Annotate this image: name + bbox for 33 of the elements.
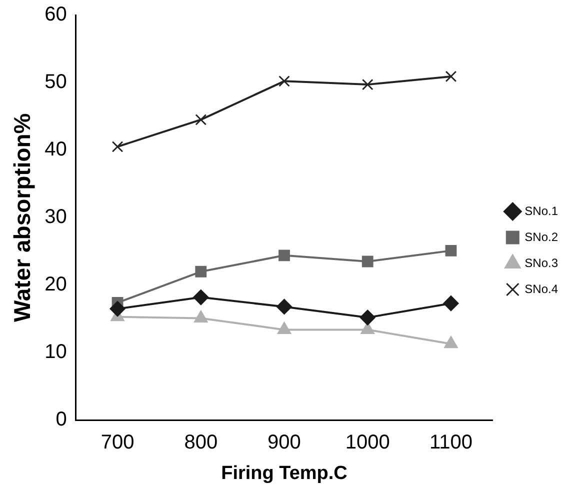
point — [443, 296, 459, 312]
y-tick-label: 30 — [44, 206, 67, 228]
x-tick-label: 800 — [184, 432, 218, 454]
point — [445, 70, 457, 82]
y-tick-label: 0 — [56, 408, 67, 431]
y-tick-label: 50 — [44, 71, 67, 94]
point — [362, 78, 374, 90]
point — [360, 310, 376, 326]
point — [362, 256, 374, 268]
y-tick-label: 10 — [44, 341, 67, 364]
point — [112, 140, 124, 152]
y-tick-label: 60 — [44, 4, 67, 26]
x-tick-label: 1100 — [429, 432, 472, 454]
point — [110, 301, 126, 317]
y-axis-title: Water absorption% — [9, 113, 36, 322]
y-tick-label: 40 — [44, 138, 67, 161]
point — [195, 114, 207, 126]
legend-label: SNo.1 — [524, 204, 558, 218]
legend-label: SNo.2 — [524, 230, 558, 244]
x-axis-title: Firing Temp.C — [221, 462, 348, 484]
legend-label: SNo.3 — [524, 256, 558, 270]
point — [193, 290, 209, 306]
point — [445, 244, 457, 256]
y-tick-label: 20 — [44, 274, 67, 296]
x-tick-label: 700 — [100, 432, 134, 454]
point — [276, 298, 292, 314]
legend-label: SNo.4 — [524, 282, 558, 296]
x-tick-label: 900 — [268, 432, 301, 454]
point — [444, 336, 458, 348]
point — [278, 250, 290, 262]
point — [278, 75, 290, 87]
x-tick-label: 1000 — [345, 432, 390, 454]
point — [195, 266, 207, 278]
